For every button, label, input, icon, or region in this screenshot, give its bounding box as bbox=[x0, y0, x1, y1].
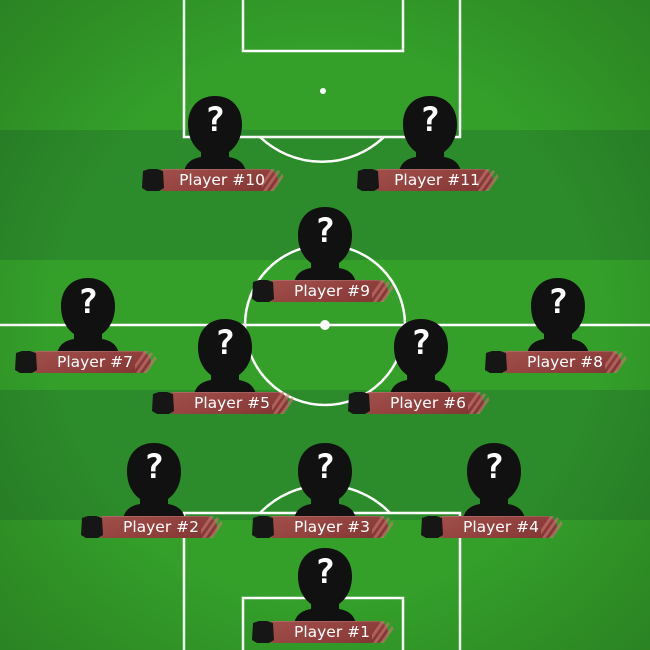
shirt-icon bbox=[152, 392, 174, 414]
player-nameplate[interactable]: Player #7 bbox=[13, 350, 163, 374]
person-silhouette-icon: ? bbox=[288, 205, 362, 289]
player-card-p5[interactable]: ? Player #5 bbox=[150, 317, 300, 427]
person-silhouette-icon: ? bbox=[384, 317, 458, 401]
player-nameplate[interactable]: Player #9 bbox=[250, 279, 400, 303]
player-card-p6[interactable]: ? Player #6 bbox=[346, 317, 496, 427]
player-nameplate[interactable]: Player #10 bbox=[140, 168, 290, 192]
player-name-label: Player #4 bbox=[462, 518, 539, 536]
person-silhouette-icon: ? bbox=[178, 94, 252, 178]
person-silhouette-icon: ? bbox=[288, 441, 362, 525]
question-mark-icon: ? bbox=[483, 447, 505, 487]
shirt-icon bbox=[252, 280, 274, 302]
person-silhouette-icon: ? bbox=[457, 441, 531, 525]
player-card-p4[interactable]: ? Player #4 bbox=[419, 441, 569, 551]
player-name-label: Player #9 bbox=[293, 282, 370, 300]
player-name-label: Player #2 bbox=[122, 518, 199, 536]
player-card-p9[interactable]: ? Player #9 bbox=[250, 205, 400, 315]
player-nameplate[interactable]: Player #6 bbox=[346, 391, 496, 415]
player-card-p8[interactable]: ? Player #8 bbox=[483, 276, 633, 386]
question-mark-icon: ? bbox=[547, 282, 569, 322]
shirt-icon bbox=[421, 516, 443, 538]
question-mark-icon: ? bbox=[204, 100, 226, 140]
person-silhouette-icon: ? bbox=[188, 317, 262, 401]
player-name-label: Player #6 bbox=[389, 394, 466, 412]
player-nameplate[interactable]: Player #2 bbox=[79, 515, 229, 539]
player-name-label: Player #8 bbox=[526, 353, 603, 371]
shirt-icon bbox=[357, 169, 379, 191]
player-card-p7[interactable]: ? Player #7 bbox=[13, 276, 163, 386]
shirt-icon bbox=[252, 621, 274, 643]
person-silhouette-icon: ? bbox=[393, 94, 467, 178]
question-mark-icon: ? bbox=[410, 323, 432, 363]
player-nameplate[interactable]: Player #1 bbox=[250, 620, 400, 644]
player-card-p1[interactable]: ? Player #1 bbox=[250, 546, 400, 650]
player-name-label: Player #5 bbox=[193, 394, 270, 412]
player-name-label: Player #11 bbox=[394, 171, 480, 189]
player-nameplate[interactable]: Player #5 bbox=[150, 391, 300, 415]
player-card-p10[interactable]: ? Player #10 bbox=[140, 94, 290, 204]
player-name-label: Player #3 bbox=[293, 518, 370, 536]
question-mark-icon: ? bbox=[214, 323, 236, 363]
player-nameplate[interactable]: Player #8 bbox=[483, 350, 633, 374]
player-name-label: Player #1 bbox=[293, 623, 370, 641]
person-silhouette-icon: ? bbox=[521, 276, 595, 360]
question-mark-icon: ? bbox=[314, 211, 336, 251]
person-silhouette-icon: ? bbox=[51, 276, 125, 360]
player-card-p2[interactable]: ? Player #2 bbox=[79, 441, 229, 551]
player-name-label: Player #10 bbox=[179, 171, 265, 189]
question-mark-icon: ? bbox=[314, 552, 336, 592]
question-mark-icon: ? bbox=[77, 282, 99, 322]
shirt-icon bbox=[348, 392, 370, 414]
person-silhouette-icon: ? bbox=[117, 441, 191, 525]
person-silhouette-icon: ? bbox=[288, 546, 362, 630]
question-mark-icon: ? bbox=[143, 447, 165, 487]
player-nameplate[interactable]: Player #11 bbox=[355, 168, 505, 192]
shirt-icon bbox=[252, 516, 274, 538]
player-name-label: Player #7 bbox=[56, 353, 133, 371]
question-mark-icon: ? bbox=[419, 100, 441, 140]
question-mark-icon: ? bbox=[314, 447, 336, 487]
player-card-p3[interactable]: ? Player #3 bbox=[250, 441, 400, 551]
shirt-icon bbox=[142, 169, 164, 191]
player-card-p11[interactable]: ? Player #11 bbox=[355, 94, 505, 204]
shirt-icon bbox=[81, 516, 103, 538]
player-nameplate[interactable]: Player #3 bbox=[250, 515, 400, 539]
player-nameplate[interactable]: Player #4 bbox=[419, 515, 569, 539]
shirt-icon bbox=[15, 351, 37, 373]
shirt-icon bbox=[485, 351, 507, 373]
